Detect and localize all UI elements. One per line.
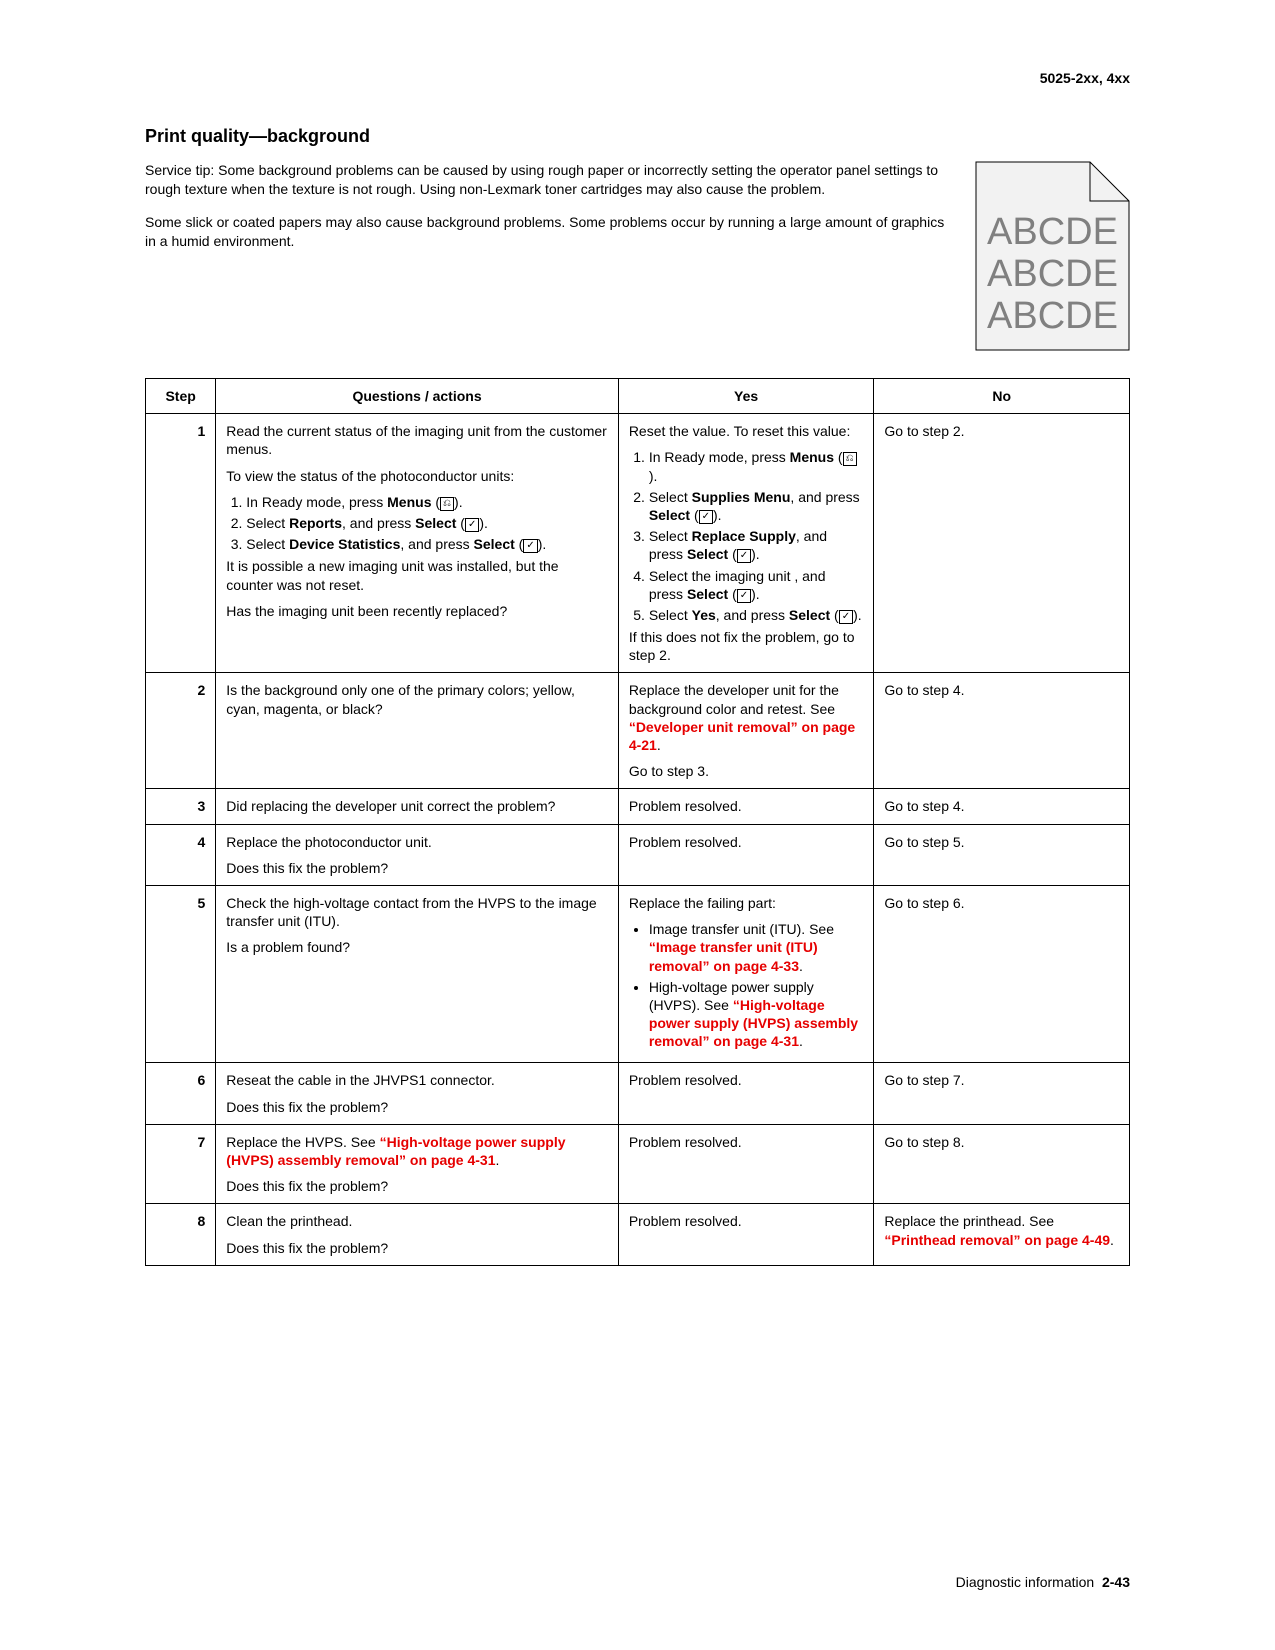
col-header-step: Step: [146, 379, 216, 414]
yes-cell: Problem resolved.: [618, 1063, 874, 1124]
no-cell: Go to step 4.: [874, 789, 1130, 824]
table-row: 5Check the high-voltage contact from the…: [146, 885, 1130, 1063]
table-row: 8Clean the printhead.Does this fix the p…: [146, 1204, 1130, 1265]
col-header-no: No: [874, 379, 1130, 414]
footer-page-number: 2-43: [1102, 1574, 1130, 1590]
no-cell: Go to step 4.: [874, 673, 1130, 789]
col-header-questions: Questions / actions: [216, 379, 619, 414]
yes-cell: Problem resolved.: [618, 1124, 874, 1204]
no-cell: Replace the printhead. See “Printhead re…: [874, 1204, 1130, 1265]
section-title: Print quality—background: [145, 126, 1130, 147]
question-cell: Replace the photoconductor unit.Does thi…: [216, 824, 619, 885]
table-row: 7Replace the HVPS. See “High-voltage pow…: [146, 1124, 1130, 1204]
table-row: 3Did replacing the developer unit correc…: [146, 789, 1130, 824]
step-number: 6: [146, 1063, 216, 1124]
sample-text-line: ABCDE: [987, 211, 1118, 253]
no-cell: Go to step 2.: [874, 414, 1130, 673]
no-cell: Go to step 8.: [874, 1124, 1130, 1204]
doc-header: 5025-2xx, 4xx: [145, 70, 1130, 86]
table-header-row: Step Questions / actions Yes No: [146, 379, 1130, 414]
intro-paragraph-2: Some slick or coated papers may also cau…: [145, 213, 951, 251]
sample-page-icon: ABCDE ABCDE ABCDE: [975, 161, 1130, 354]
footer-label: Diagnostic information: [956, 1574, 1095, 1590]
table-row: 6Reseat the cable in the JHVPS1 connecto…: [146, 1063, 1130, 1124]
intro-block: Service tip: Some background problems ca…: [145, 161, 1130, 354]
intro-text: Service tip: Some background problems ca…: [145, 161, 951, 265]
step-number: 5: [146, 885, 216, 1063]
page: 5025-2xx, 4xx Print quality—background S…: [0, 0, 1275, 1650]
step-number: 1: [146, 414, 216, 673]
table-body: 1Read the current status of the imaging …: [146, 414, 1130, 1266]
table-row: 1Read the current status of the imaging …: [146, 414, 1130, 673]
col-header-yes: Yes: [618, 379, 874, 414]
sample-text-line: ABCDE: [987, 295, 1118, 337]
step-number: 3: [146, 789, 216, 824]
question-cell: Did replacing the developer unit correct…: [216, 789, 619, 824]
sample-text-line: ABCDE: [987, 253, 1118, 295]
troubleshooting-table: Step Questions / actions Yes No 1Read th…: [145, 378, 1130, 1266]
table-row: 4Replace the photoconductor unit.Does th…: [146, 824, 1130, 885]
yes-cell: Problem resolved.: [618, 789, 874, 824]
yes-cell: Replace the failing part:Image transfer …: [618, 885, 874, 1063]
question-cell: Clean the printhead.Does this fix the pr…: [216, 1204, 619, 1265]
page-footer: Diagnostic information 2-43: [956, 1574, 1130, 1590]
question-cell: Is the background only one of the primar…: [216, 673, 619, 789]
intro-paragraph-1: Service tip: Some background problems ca…: [145, 161, 951, 199]
step-number: 2: [146, 673, 216, 789]
table-row: 2Is the background only one of the prima…: [146, 673, 1130, 789]
step-number: 7: [146, 1124, 216, 1204]
yes-cell: Problem resolved.: [618, 824, 874, 885]
step-number: 4: [146, 824, 216, 885]
question-cell: Reseat the cable in the JHVPS1 connector…: [216, 1063, 619, 1124]
question-cell: Check the high-voltage contact from the …: [216, 885, 619, 1063]
question-cell: Replace the HVPS. See “High-voltage powe…: [216, 1124, 619, 1204]
yes-cell: Problem resolved.: [618, 1204, 874, 1265]
yes-cell: Replace the developer unit for the backg…: [618, 673, 874, 789]
no-cell: Go to step 5.: [874, 824, 1130, 885]
step-number: 8: [146, 1204, 216, 1265]
no-cell: Go to step 7.: [874, 1063, 1130, 1124]
no-cell: Go to step 6.: [874, 885, 1130, 1063]
yes-cell: Reset the value. To reset this value:In …: [618, 414, 874, 673]
question-cell: Read the current status of the imaging u…: [216, 414, 619, 673]
